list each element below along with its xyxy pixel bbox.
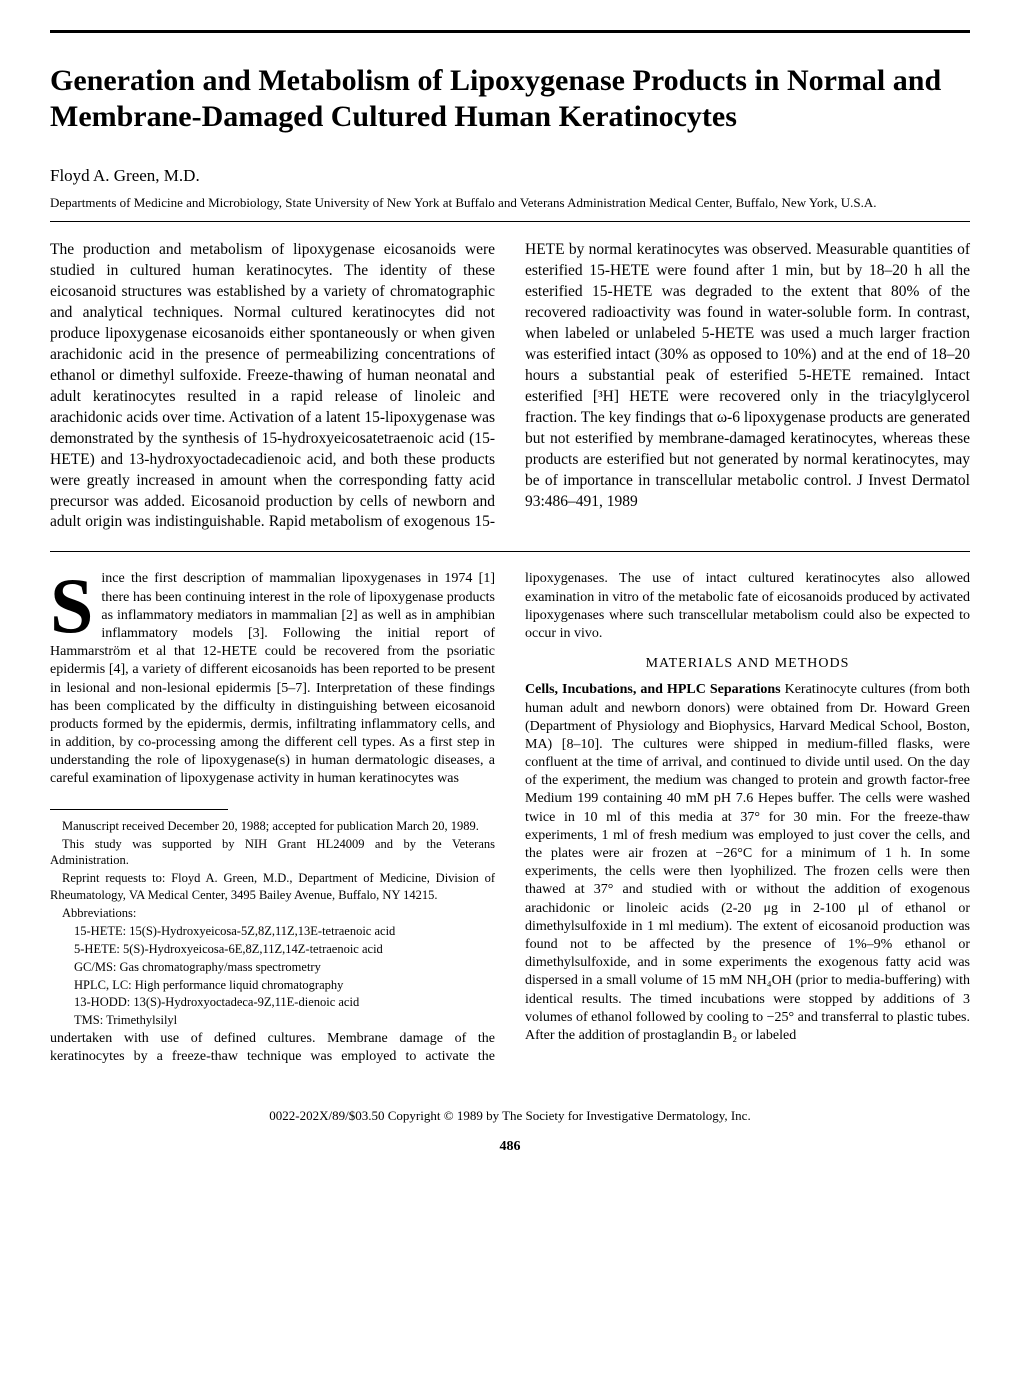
- intro-text: ince the first description of mammalian …: [50, 571, 495, 786]
- page-number: 486: [50, 1138, 970, 1157]
- footnote-abbr-label: Abbreviations:: [50, 905, 495, 922]
- footnote-rule: [50, 809, 228, 810]
- methods-heading: MATERIALS AND METHODS: [525, 655, 970, 673]
- methods-runin: Cells, Incubations, and HPLC Separations: [525, 682, 781, 697]
- methods-body-text: Keratinocyte cultures (from both human a…: [525, 682, 970, 1043]
- footnote-reprint: Reprint requests to: Floyd A. Green, M.D…: [50, 870, 495, 904]
- footnote-received: Manuscript received December 20, 1988; a…: [50, 818, 495, 835]
- abbr-5hete: 5-HETE: 5(S)-Hydroxyeicosa-6E,8Z,11Z,14Z…: [50, 941, 495, 958]
- copyright-line: 0022-202X/89/$03.50 Copyright © 1989 by …: [50, 1107, 970, 1125]
- footnotes-block: Manuscript received December 20, 1988; a…: [50, 818, 495, 1030]
- intro-paragraph: S ince the first description of mammalia…: [50, 570, 495, 788]
- abbr-gcms: GC/MS: Gas chromatography/mass spectrome…: [50, 959, 495, 976]
- rule-above-abstract: [50, 221, 970, 222]
- methods-paragraph: Cells, Incubations, and HPLC Separations…: [525, 681, 970, 1045]
- top-rule: [50, 30, 970, 33]
- abbr-15hete: 15-HETE: 15(S)-Hydroxyeicosa-5Z,8Z,11Z,1…: [50, 923, 495, 940]
- abbr-13hodd: 13-HODD: 13(S)-Hydroxyoctadeca-9Z,11E-di…: [50, 994, 495, 1011]
- body-columns: S ince the first description of mammalia…: [50, 570, 970, 1066]
- dropcap-letter: S: [50, 570, 101, 636]
- author-name: Floyd A. Green, M.D.: [50, 165, 970, 188]
- article-title: Generation and Metabolism of Lipoxygenas…: [50, 63, 970, 135]
- footnote-support: This study was supported by NIH Grant HL…: [50, 836, 495, 870]
- abbr-tms: TMS: Trimethylsilyl: [50, 1012, 495, 1029]
- author-affiliation: Departments of Medicine and Microbiology…: [50, 194, 970, 212]
- rule-below-abstract: [50, 551, 970, 552]
- abstract-text: The production and metabolism of lipoxyg…: [50, 240, 970, 533]
- abbr-hplc: HPLC, LC: High performance liquid chroma…: [50, 977, 495, 994]
